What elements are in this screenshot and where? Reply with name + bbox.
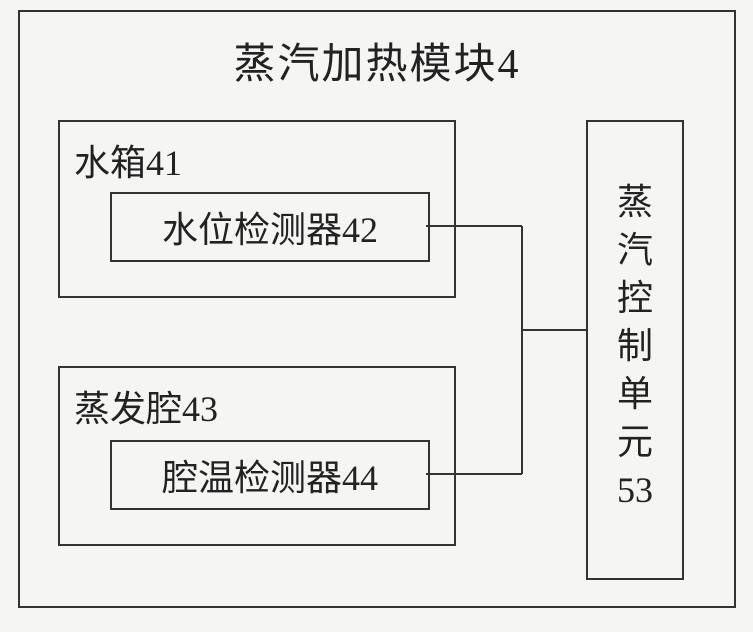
- cavity-temp-detector-box: 腔温检测器44: [110, 440, 430, 510]
- evap-chamber-box: 蒸发腔43 腔温检测器44: [58, 366, 456, 546]
- control-unit-label: 蒸汽控制单元53: [588, 178, 682, 514]
- cavity-temp-detector-label: 腔温检测器44: [162, 449, 378, 501]
- outer-box: 蒸汽加热模块4 水箱41 水位检测器42 蒸发腔43 腔温检测器44 蒸汽控制单…: [18, 10, 736, 608]
- water-level-detector-box: 水位检测器42: [110, 192, 430, 262]
- diagram-title: 蒸汽加热模块4: [20, 30, 734, 91]
- evap-chamber-label: 蒸发腔43: [74, 380, 218, 432]
- water-level-detector-label: 水位检测器42: [162, 201, 378, 253]
- water-tank-label: 水箱41: [74, 134, 182, 186]
- water-tank-box: 水箱41 水位检测器42: [58, 120, 456, 298]
- control-unit-box: 蒸汽控制单元53: [586, 120, 684, 580]
